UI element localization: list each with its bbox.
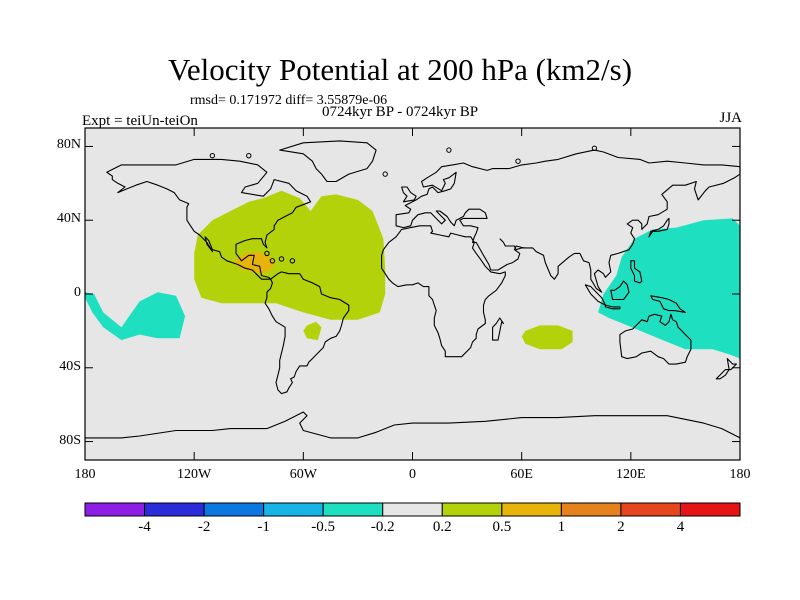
- colorbar-label: 0.5: [492, 519, 512, 535]
- region-brazil-positive: [303, 321, 322, 341]
- coastline-greenland: [279, 140, 377, 183]
- colorbar-swatch: [620, 502, 681, 517]
- region-atlantic-positive: [194, 190, 386, 320]
- island-2: [278, 256, 285, 262]
- colorbar-swatch: [84, 502, 146, 517]
- island-8: [209, 152, 216, 159]
- coastline-eurasia: [395, 149, 741, 293]
- region-maritime-continent-negative: [598, 218, 740, 359]
- colorbar-label: -1: [257, 519, 270, 535]
- coastline-arabia-persia: [499, 238, 526, 251]
- coastline-japan: [648, 217, 670, 238]
- coastline-north-america: [106, 158, 312, 280]
- coastline-madagascar: [492, 317, 505, 341]
- period-label: 0724kyr BP - 0724kyr BP: [321, 104, 479, 120]
- coastline-south-america: [264, 271, 350, 395]
- island-0: [269, 258, 276, 264]
- colorbar-swatch: [322, 502, 384, 517]
- x-tick-label: 120W: [177, 467, 212, 482]
- island-5: [446, 147, 452, 153]
- coastline-africa: [381, 225, 506, 358]
- coastline-australia: [619, 313, 692, 365]
- colorbar-swatch: [501, 502, 562, 517]
- y-tick-label: 40S: [59, 358, 81, 374]
- island-1: [289, 258, 296, 264]
- y-tick-label: 40N: [56, 211, 81, 227]
- x-tick-label: 180: [729, 467, 751, 482]
- y-tick-label: 0: [74, 285, 81, 300]
- colorbar-swatch: [263, 502, 324, 517]
- chart-title: Velocity Potential at 200 hPa (km2/s): [167, 52, 633, 87]
- colorbar-swatch: [441, 502, 503, 517]
- x-tick-label: 0: [409, 467, 416, 482]
- colorbar-label: 4: [676, 519, 685, 535]
- experiment-label: Expt = teiUn-teiOn: [82, 113, 198, 129]
- island-3: [264, 250, 270, 257]
- colorbar-swatch: [382, 502, 443, 517]
- island-7: [591, 145, 598, 151]
- colorbar-label: -0.5: [311, 519, 336, 535]
- x-tick-label: 60E: [510, 467, 533, 482]
- coastline-borneo: [610, 280, 630, 301]
- colorbar-label: 2: [617, 519, 625, 535]
- colorbar-label: -2: [197, 519, 211, 535]
- colorbar-swatch: [560, 502, 622, 517]
- season-label: JJA: [719, 110, 742, 126]
- x-tick-label: 120E: [616, 467, 646, 482]
- colorbar-label: -4: [138, 519, 151, 535]
- coastline-britain: [401, 186, 417, 203]
- colorbar-label: 1: [557, 519, 566, 535]
- colorbar-swatch: [679, 502, 741, 517]
- y-tick-label: 80S: [59, 432, 81, 448]
- coastline-java: [604, 304, 621, 310]
- stats-label: rmsd= 0.171972 diff= 3.55879e-06: [190, 93, 388, 108]
- region-east-pacific-negative: [85, 292, 186, 341]
- island-4: [382, 171, 388, 177]
- coastline-antarctica: [85, 411, 741, 439]
- island-9: [246, 152, 252, 159]
- x-tick-label: 180: [74, 467, 96, 482]
- y-tick-label: 80N: [56, 137, 81, 153]
- coastline-new-zealand: [715, 358, 737, 380]
- coastline-philippines: [630, 260, 643, 284]
- coastline-new-guinea: [650, 295, 686, 313]
- x-tick-label: 60W: [289, 467, 317, 482]
- colorbar-label: -0.2: [370, 519, 395, 535]
- colorbar-label: 0.2: [432, 519, 452, 535]
- island-6: [515, 158, 521, 164]
- colorbar-swatch: [203, 502, 265, 517]
- colorbar-swatch: [144, 502, 205, 517]
- region-indian-ocean-positive: [521, 325, 573, 350]
